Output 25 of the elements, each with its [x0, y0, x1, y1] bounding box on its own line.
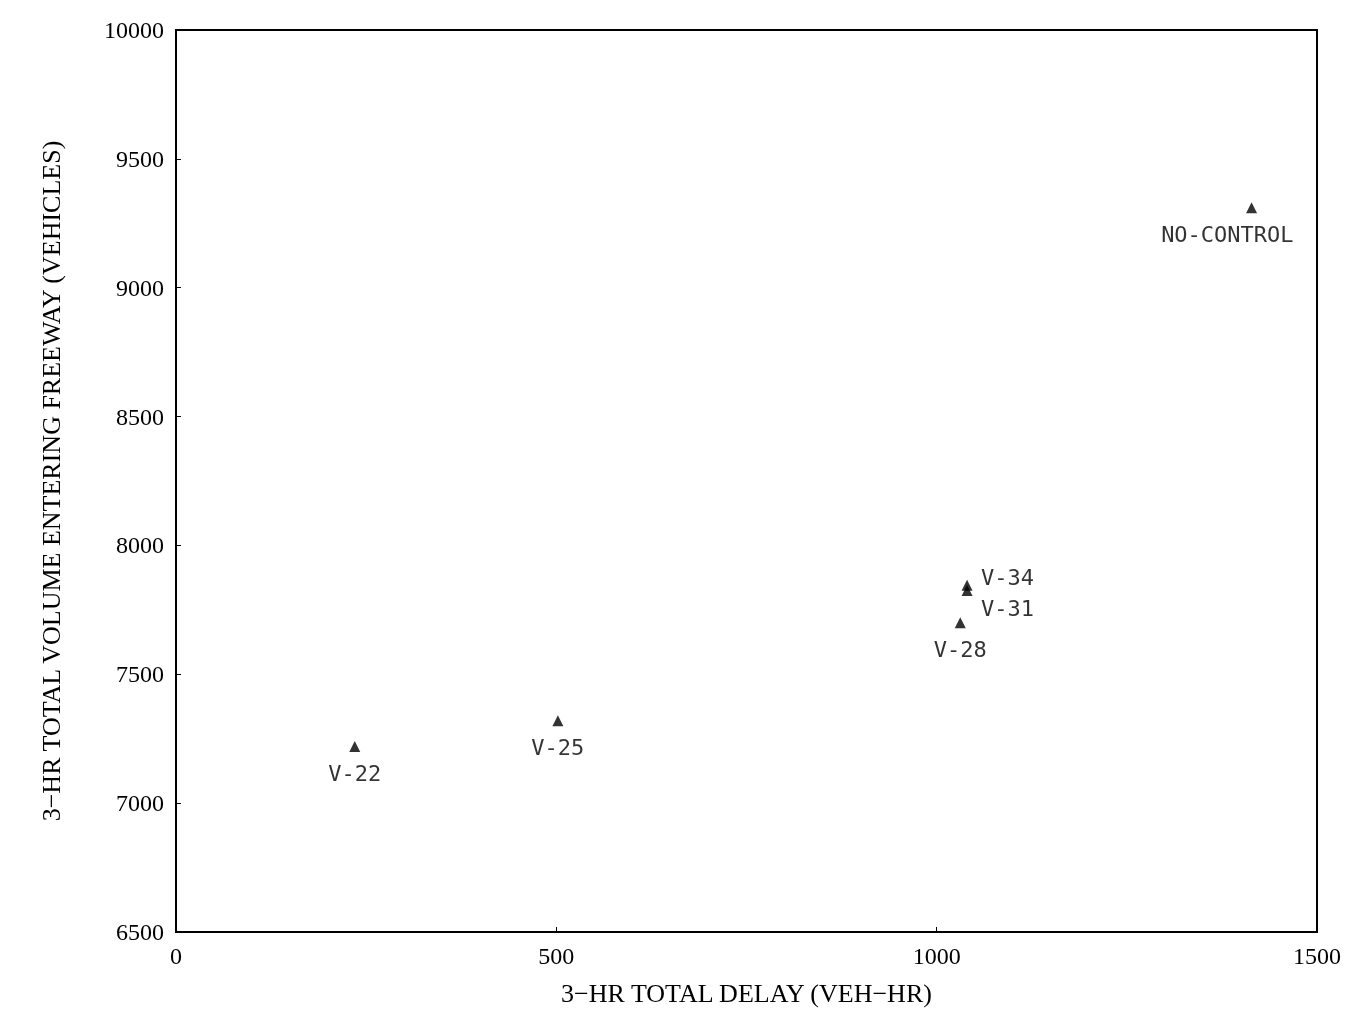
- annotation: NO-CONTROL: [1161, 222, 1294, 248]
- y-tick-label: 8500: [116, 403, 164, 430]
- x-tick-label: 1500: [1293, 943, 1341, 969]
- y-tick-label: 9000: [116, 274, 164, 301]
- annotation: V-22: [328, 760, 382, 786]
- x-tick-label: 0: [170, 943, 182, 969]
- point: [961, 579, 973, 591]
- point: [1246, 202, 1258, 214]
- annotation: V-34: [981, 564, 1035, 590]
- annotation: V-25: [531, 735, 585, 761]
- point: [954, 617, 966, 629]
- point: [349, 740, 361, 752]
- annotation: V-31: [981, 596, 1035, 622]
- y-axis-title: 3−HR TOTAL VOLUME ENTERING FREEWAY (VEHICLES): [36, 140, 66, 822]
- y-tick-label: 7000: [116, 790, 164, 817]
- y-tick-label: 7500: [116, 661, 164, 688]
- y-tick-label: 6500: [116, 919, 164, 945]
- point: [552, 715, 564, 727]
- y-tick-label: 10000: [104, 17, 164, 43]
- annotation: V-28: [933, 637, 987, 663]
- x-tick-label: 1000: [912, 943, 961, 969]
- x-tick-label: 500: [538, 943, 575, 969]
- y-tick-label: 8000: [116, 532, 164, 559]
- y-tick-label: 9500: [116, 145, 164, 172]
- x-axis-title: 3−HR TOTAL DELAY (VEH−HR): [561, 978, 932, 1008]
